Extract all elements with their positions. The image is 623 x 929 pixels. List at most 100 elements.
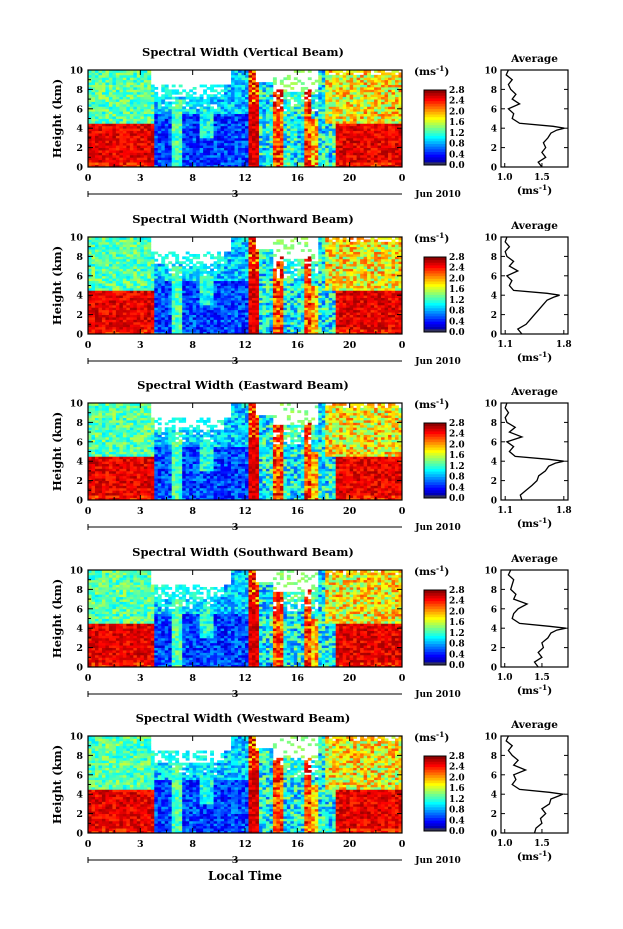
heatmap-cell [398,106,403,110]
heatmap-cell [360,135,365,139]
heatmap-cell [224,86,228,90]
heatmap-cell [112,292,117,296]
heatmap-cell [196,159,201,163]
heatmap-cell [234,273,239,277]
heatmap-cell [119,253,124,257]
heatmap-cell [262,113,267,117]
heatmap-cell [272,154,277,158]
heatmap-cell [161,280,166,284]
heatmap-cell [363,82,368,85]
heatmap-cell [203,128,208,132]
heatmap-cell [384,145,389,148]
heatmap-cell [349,142,354,146]
heatmap-cell [234,314,239,318]
heatmap-cell [241,278,246,282]
heatmap-cell [210,280,214,284]
heatmap-cell [105,268,110,272]
heatmap-cell [255,123,260,127]
heatmap-cell [293,145,298,148]
heatmap-cell [157,263,162,267]
heatmap-cell [339,74,344,78]
heatmap-cell [381,108,385,112]
heatmap-cell [238,297,242,301]
heatmap-cell [238,251,242,255]
heatmap-cell [140,82,145,85]
heatmap-cell [143,246,148,250]
heatmap-cell [147,312,152,315]
heatmap-cell [241,152,246,156]
heatmap-cell [112,261,117,265]
heatmap-cell [248,159,253,163]
heatmap-cell [283,128,288,132]
heatmap-cell [234,152,239,156]
heatmap-cell [112,253,117,257]
heatmap-cell [217,326,221,330]
heatmap-cell [262,118,267,122]
heatmap-cell [161,263,166,267]
heatmap-cell [363,116,368,119]
heatmap-cell [119,145,124,148]
heatmap-cell [203,253,208,257]
heatmap-cell [105,135,110,139]
heatmap-cell [122,251,127,255]
heatmap-cell [360,128,365,132]
heatmap-cell [126,101,131,105]
heatmap-cell [311,120,316,124]
heatmap-cell [304,108,309,112]
heatmap-cell [143,241,148,245]
heatmap-cell [91,300,96,303]
colorbar: 0.00.40.81.21.62.02.42.8(ms-1) [414,64,465,171]
heatmap-cell [311,106,316,110]
heatmap-cell [356,101,361,105]
heatmap-cell [105,108,110,112]
heatmap-cell [217,113,221,117]
heatmap-cell [342,86,347,90]
heatmap-cell [398,99,403,102]
heatmap-cell [251,133,256,136]
heatmap-cell [367,77,371,81]
heatmap-cell [178,96,183,100]
heatmap-cell [231,283,235,286]
heatmap-cell [220,89,225,93]
heatmap-cell [227,280,232,284]
heatmap-cell [367,79,371,83]
heatmap-cell [272,130,277,134]
heatmap-cell [391,154,396,158]
heatmap-cell [119,309,124,313]
heatmap-cell [255,150,260,153]
heatmap-cell [143,120,148,124]
heatmap-cell [168,287,173,291]
heatmap-cell [395,108,399,112]
heatmap-cell [269,150,274,153]
heatmap-cell [353,77,358,81]
heatmap-cell [245,280,249,284]
heatmap-cell [185,287,190,291]
heatmap-cell [262,125,267,129]
heatmap-cell [384,79,389,83]
heatmap-cell [157,297,162,301]
heatmap-cell [88,77,92,81]
heatmap-cell [147,319,152,323]
heatmap-cell [94,278,99,282]
heatmap-cell [384,84,389,88]
x-tick-label: 20 [343,173,357,184]
heatmap-cell [346,96,351,100]
heatmap-cell [342,79,347,83]
heatmap-cell [161,130,166,134]
heatmap-cell [115,94,120,98]
heatmap-cell [325,108,330,112]
heatmap-cell [175,142,180,146]
heatmap-cell [98,324,103,328]
heatmap-cell [115,159,120,163]
heatmap-cell [258,162,263,165]
heatmap-cell [293,108,298,112]
heatmap-cell [353,125,358,129]
heatmap-cell [126,297,131,301]
heatmap-cell [161,162,166,165]
heatmap-cell [231,125,235,129]
heatmap-cell [339,84,344,88]
heatmap-cell [171,116,176,119]
heatmap-cell [384,130,389,134]
heatmap-cell [290,154,295,158]
heatmap-cell [381,91,385,95]
